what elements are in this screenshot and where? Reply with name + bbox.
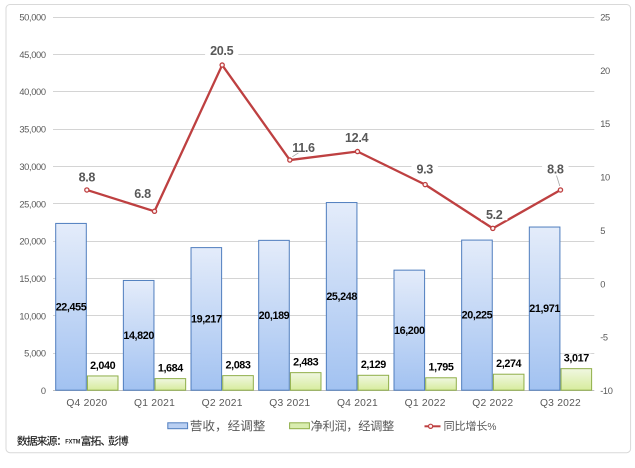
svg-text:20,225: 20,225 (462, 310, 493, 322)
svg-text:1,684: 1,684 (158, 363, 183, 375)
svg-text:10,000: 10,000 (19, 311, 46, 321)
svg-text:40,000: 40,000 (19, 87, 46, 97)
svg-text:19,217: 19,217 (191, 314, 222, 326)
svg-text:20,000: 20,000 (19, 237, 46, 247)
svg-text:1,795: 1,795 (428, 362, 453, 374)
svg-text:21,971: 21,971 (529, 303, 560, 315)
svg-text:16,200: 16,200 (394, 325, 425, 337)
svg-text:-10: -10 (600, 386, 613, 396)
svg-text:Q2 2021: Q2 2021 (202, 398, 243, 409)
svg-text:2,483: 2,483 (293, 357, 318, 369)
svg-text:45,000: 45,000 (19, 50, 46, 60)
svg-text:11.6: 11.6 (292, 141, 315, 155)
svg-text:20: 20 (600, 66, 610, 76)
svg-text:15,000: 15,000 (19, 274, 46, 284)
svg-text:5.2: 5.2 (486, 208, 503, 222)
svg-text:Q1 2022: Q1 2022 (405, 398, 446, 409)
svg-text:Q3 2021: Q3 2021 (269, 398, 310, 409)
svg-text:2,129: 2,129 (361, 359, 386, 371)
svg-text:0: 0 (41, 386, 46, 396)
svg-text:FXTM: FXTM (65, 438, 80, 445)
svg-text:2,040: 2,040 (90, 360, 115, 372)
svg-text:25: 25 (600, 12, 610, 22)
svg-text:5,000: 5,000 (24, 349, 46, 359)
svg-text:Q2 2022: Q2 2022 (472, 398, 513, 409)
svg-text:2,083: 2,083 (226, 360, 251, 372)
svg-text:12.4: 12.4 (345, 131, 368, 145)
svg-text:-5: -5 (600, 333, 608, 343)
svg-text:6.8: 6.8 (134, 187, 151, 201)
svg-text:5: 5 (600, 226, 605, 236)
svg-text:Q3 2022: Q3 2022 (540, 398, 581, 409)
svg-text:9.3: 9.3 (416, 162, 433, 176)
svg-text:35,000: 35,000 (19, 125, 46, 135)
svg-text:3,017: 3,017 (564, 353, 589, 365)
svg-text:25,000: 25,000 (19, 199, 46, 209)
svg-text:%: % (487, 422, 496, 433)
svg-text:10: 10 (600, 173, 610, 183)
svg-text:15: 15 (600, 119, 610, 129)
svg-text:Q4 2020: Q4 2020 (66, 398, 107, 409)
svg-text:2,274: 2,274 (496, 358, 521, 370)
svg-text:30,000: 30,000 (19, 162, 46, 172)
svg-text:8.8: 8.8 (547, 162, 564, 176)
svg-text:22,455: 22,455 (56, 301, 87, 313)
svg-text:20,189: 20,189 (259, 310, 290, 322)
svg-text:0: 0 (600, 279, 605, 289)
svg-text:8.8: 8.8 (79, 170, 96, 184)
svg-text:20.5: 20.5 (210, 44, 233, 58)
svg-text:Q1 2021: Q1 2021 (134, 398, 175, 409)
svg-text:14,820: 14,820 (123, 330, 154, 342)
svg-text:Q4 2021: Q4 2021 (337, 398, 378, 409)
svg-text:25,248: 25,248 (326, 291, 357, 303)
svg-text:50,000: 50,000 (19, 13, 46, 23)
